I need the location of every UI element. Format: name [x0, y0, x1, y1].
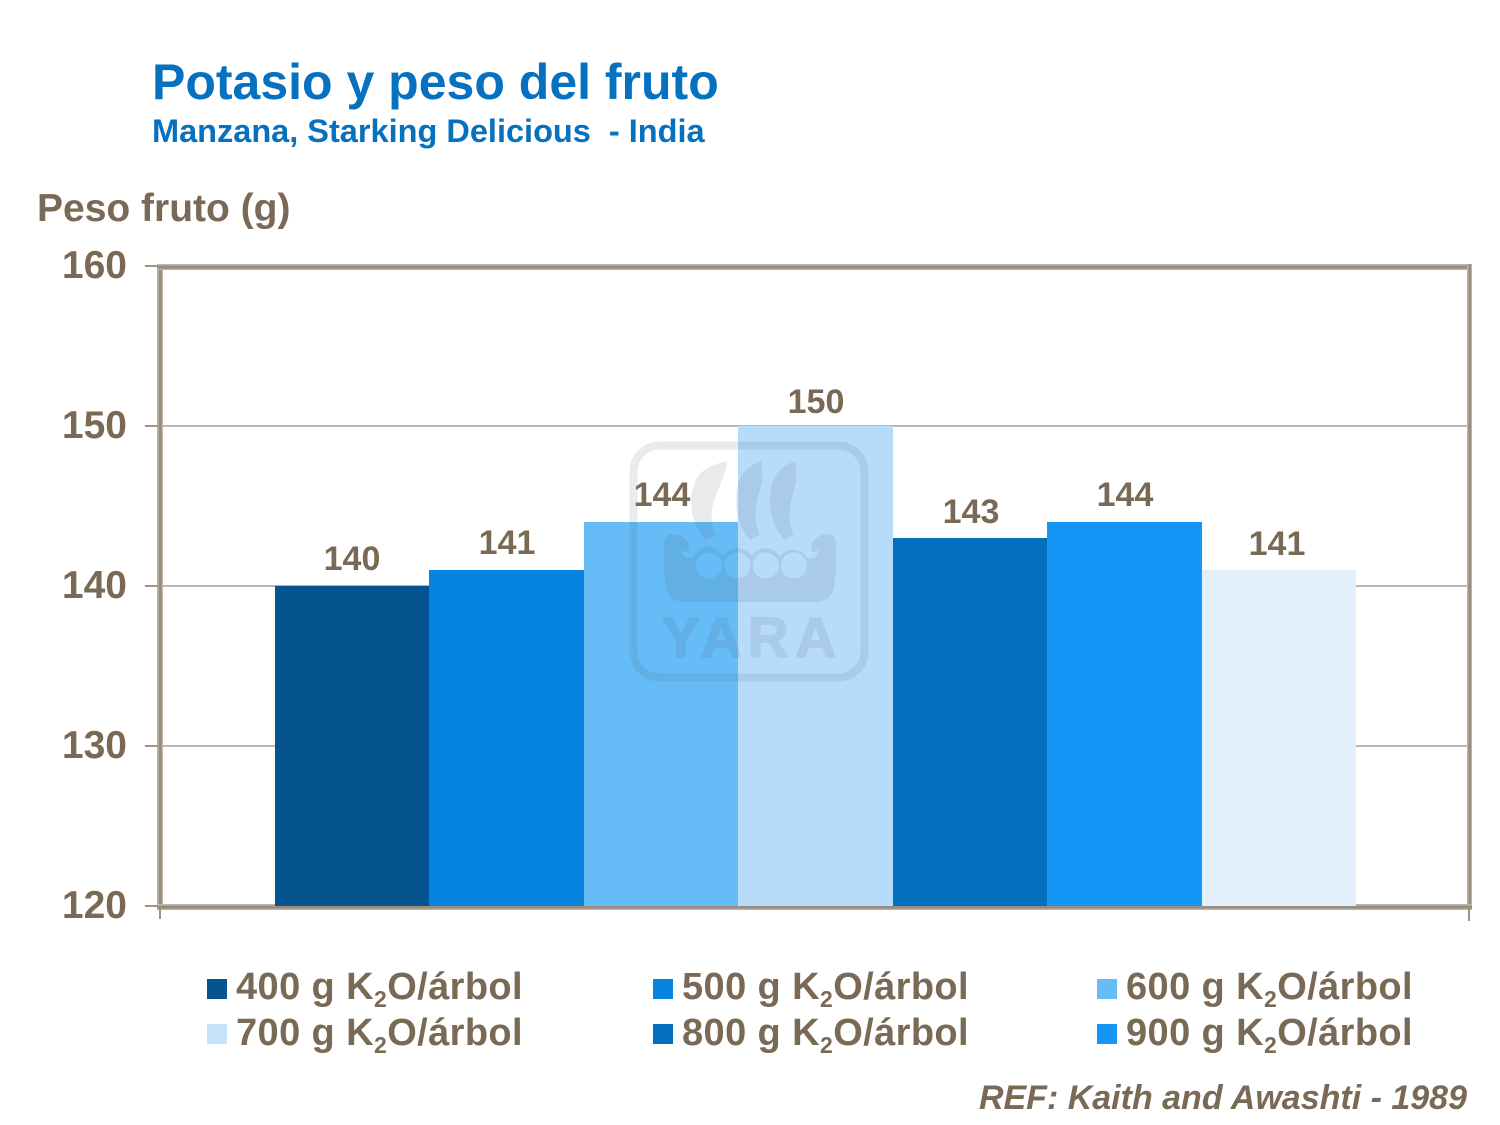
svg-text:YARA: YARA: [662, 606, 842, 670]
